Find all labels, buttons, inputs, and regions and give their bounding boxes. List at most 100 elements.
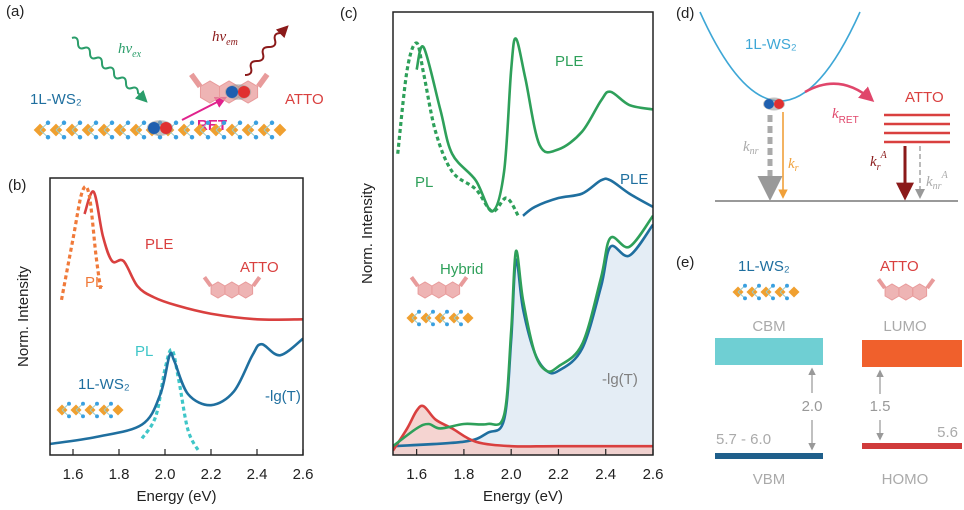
atto-arm	[251, 276, 262, 288]
lattice-atom	[459, 309, 463, 314]
curve-label: PL	[415, 174, 433, 191]
plot-frame	[392, 11, 654, 456]
atto-ring	[884, 283, 900, 301]
lattice-atom	[757, 283, 761, 288]
lattice-atom	[141, 120, 147, 126]
lattice-atom	[253, 134, 259, 140]
lattice-atom	[45, 134, 51, 140]
icons	[763, 97, 785, 111]
annotation: ATTO	[240, 259, 279, 276]
ws2-label: 1L-WS₂	[738, 258, 790, 275]
panel-e: (e) 1L-WS₂ ATTO CBM VBM 5.7 - 6.0 2.0 LU…	[676, 254, 962, 488]
tspan: A	[880, 150, 888, 161]
excitation-photon	[71, 36, 148, 103]
lumo-band	[862, 340, 962, 367]
curve	[393, 214, 653, 448]
atto-arm	[409, 276, 420, 288]
lattice-atom	[67, 414, 71, 419]
lattice-atom	[61, 120, 67, 126]
hole	[764, 99, 774, 109]
lattice-atom	[417, 309, 421, 314]
atto-ring	[417, 281, 433, 299]
lumo-label: LUMO	[883, 318, 926, 335]
atto-arm	[458, 276, 469, 288]
k-r-a: krA	[870, 150, 888, 173]
lattice-atom	[157, 134, 163, 140]
lattice-atom	[431, 322, 435, 327]
panel-label: (e)	[676, 254, 694, 271]
atto-ring	[445, 281, 461, 299]
lattice-atom	[112, 404, 124, 416]
hole	[148, 122, 160, 134]
lattice-atom	[221, 134, 227, 140]
atto-arm	[189, 72, 203, 89]
lattice-atom	[109, 414, 113, 419]
cbm-band	[715, 338, 823, 365]
atto-ring	[898, 283, 914, 301]
atto-ring	[224, 281, 240, 299]
x-tick-label: 2.2	[548, 466, 569, 483]
lattice-atom	[81, 414, 85, 419]
x-tick-label: 1.8	[453, 466, 474, 483]
curve-label: -lg(T)	[602, 371, 638, 388]
x-tick-label: 2.4	[595, 466, 616, 483]
curve	[50, 337, 303, 446]
x-tick-label: 1.8	[109, 466, 130, 483]
panel-label: (d)	[676, 5, 694, 22]
curve-label: PLE	[620, 171, 648, 188]
curve	[396, 41, 520, 217]
lattice-atom	[125, 134, 131, 140]
lattice-atom	[253, 120, 259, 126]
tspan: r	[877, 162, 881, 173]
atto-arm	[925, 278, 936, 290]
x-tick-label: 2.6	[293, 466, 314, 483]
electron	[238, 86, 250, 98]
homo-energy: 5.6	[937, 424, 958, 441]
curve	[83, 190, 303, 321]
x-axis-label: Energy (eV)	[483, 488, 563, 505]
lattice-atom	[757, 296, 761, 301]
atto-ring	[912, 283, 928, 301]
lattice-atom	[417, 322, 421, 327]
tspan: k	[743, 139, 750, 155]
ret-arrow	[181, 96, 228, 121]
k-ret: kRET	[832, 106, 859, 125]
lattice-atom	[269, 134, 275, 140]
lattice-atom	[125, 120, 131, 126]
lattice-atom	[109, 134, 115, 140]
lattice-atom	[109, 401, 113, 406]
lattice-atom	[205, 134, 211, 140]
lattice-atom	[462, 312, 474, 324]
atto-arm	[876, 278, 887, 290]
lattice-atom	[743, 283, 747, 288]
chart: PLE PL PL -lg(T) 1.6 1.8 2.0 2.2 2.4 2.6 Energy (e…	[8, 177, 313, 505]
curve	[140, 347, 201, 454]
plot-frame	[49, 177, 304, 456]
curve-label: -lg(T)	[265, 388, 301, 405]
x-tick-label: 2.4	[247, 466, 268, 483]
vbm-energy: 5.7 - 6.0	[716, 431, 771, 448]
curve	[522, 177, 653, 217]
lattice-atom	[743, 296, 747, 301]
ws2-label: 1L-WS₂	[30, 91, 82, 108]
lattice-atom	[431, 309, 435, 314]
k-nr-a: knrA	[926, 170, 949, 192]
tspan: k	[788, 156, 795, 172]
lattice-atom	[93, 120, 99, 126]
x-tick-label: 1.6	[63, 466, 84, 483]
lattice-atom	[67, 401, 71, 406]
curve-label: PL	[135, 343, 153, 360]
curve-label: PLE	[145, 236, 173, 253]
tspan: ex	[132, 49, 141, 60]
tspan: em	[226, 37, 238, 48]
tspan: nr	[750, 146, 759, 157]
atto-levels	[884, 113, 950, 144]
x-tick-label: 2.6	[643, 466, 664, 483]
tspan: nr	[933, 181, 942, 192]
atto-ring	[238, 281, 254, 299]
lattice-atom	[445, 309, 449, 314]
lattice-atom	[237, 134, 243, 140]
lattice-atom	[273, 123, 287, 137]
x-tick-label: 2.0	[501, 466, 522, 483]
curve-label: PL	[85, 274, 103, 291]
